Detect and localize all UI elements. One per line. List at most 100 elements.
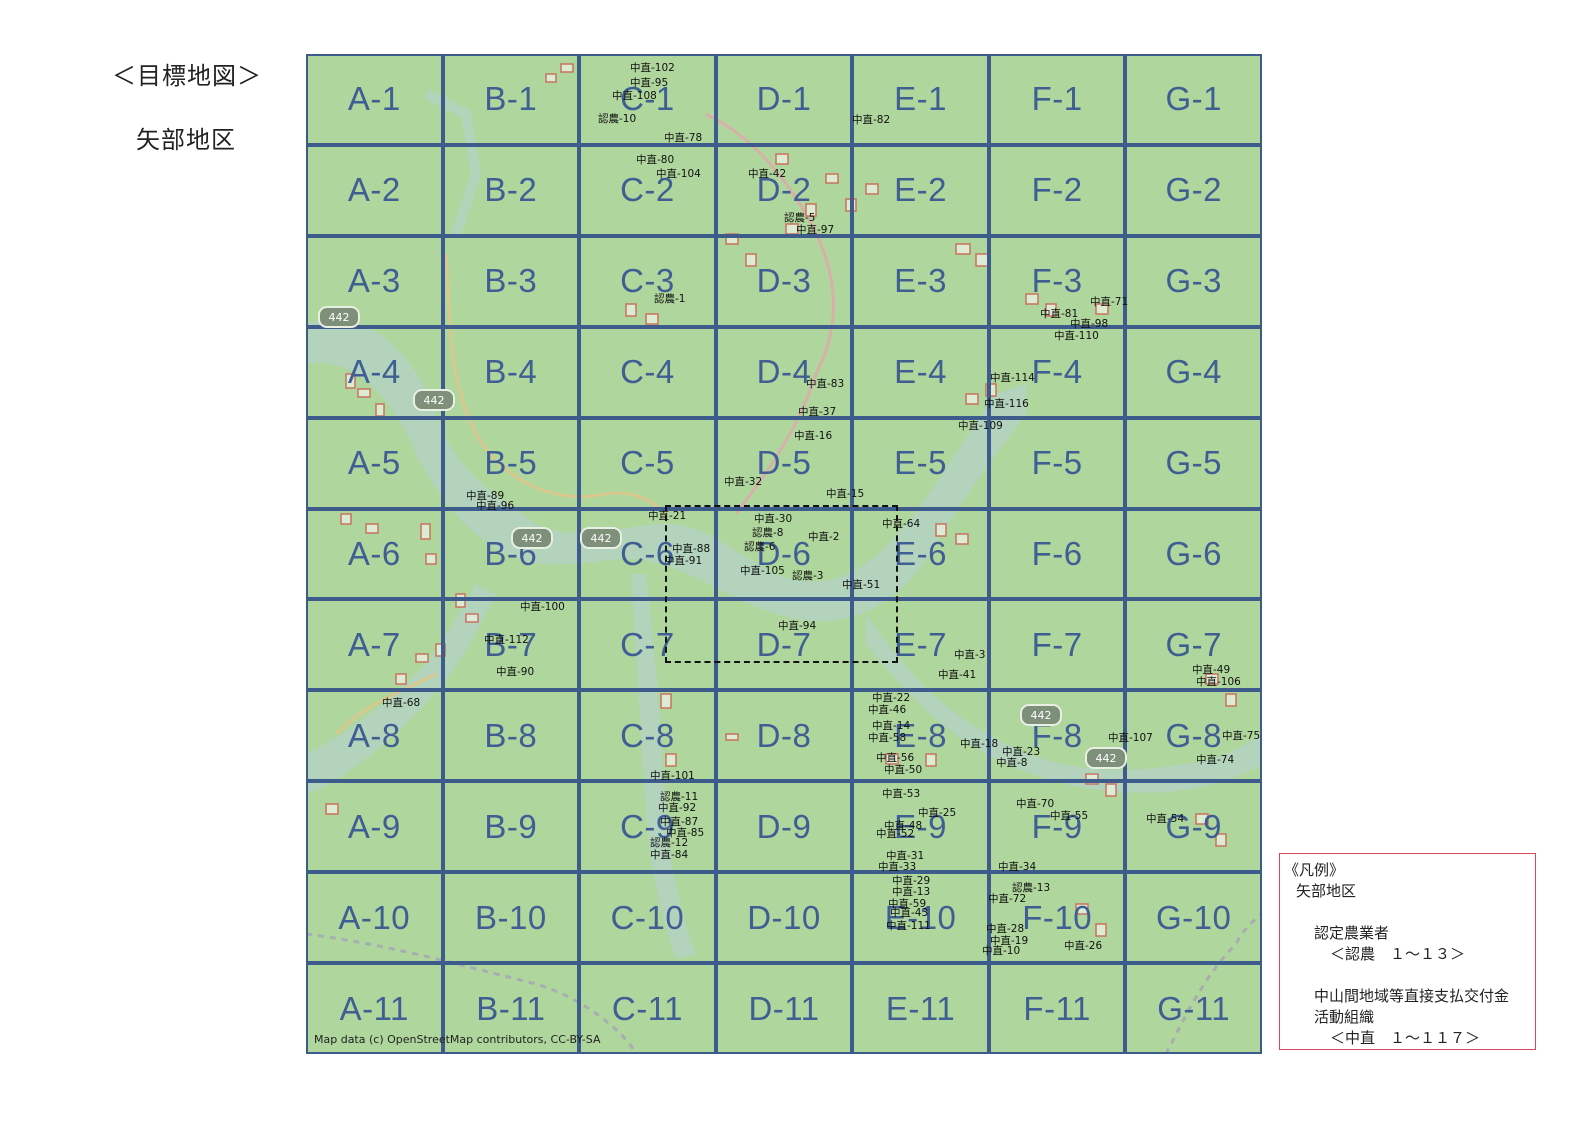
grid-cell[interactable]: E-1 bbox=[852, 54, 989, 145]
grid-cell[interactable]: A-11 bbox=[306, 963, 443, 1054]
grid-cell[interactable]: E-5 bbox=[852, 417, 989, 509]
grid-cell[interactable]: E-8 bbox=[852, 690, 989, 782]
map-annotation: 中直-84 bbox=[650, 849, 689, 861]
grid-cell[interactable]: B-6 bbox=[442, 508, 580, 600]
map-annotation: 中直-102 bbox=[630, 62, 675, 74]
grid-cell-label: E-10 bbox=[884, 898, 957, 936]
grid-cell[interactable]: E-3 bbox=[852, 235, 989, 327]
grid-cell[interactable]: F-2 bbox=[988, 144, 1126, 236]
grid-cell[interactable]: D-11 bbox=[715, 963, 853, 1054]
road-442-badge: 442 bbox=[511, 527, 553, 549]
grid-cell[interactable]: A-5 bbox=[306, 417, 443, 509]
grid-cell[interactable]: E-9 bbox=[852, 781, 989, 873]
grid-cell[interactable]: G-6 bbox=[1125, 508, 1262, 600]
map-annotation: 中直-94 bbox=[778, 620, 817, 632]
grid-cell[interactable]: G-1 bbox=[1125, 54, 1262, 145]
grid-cell[interactable]: F-11 bbox=[988, 963, 1126, 1054]
grid-cell[interactable]: B-1 bbox=[442, 54, 580, 145]
grid-cell[interactable]: E-2 bbox=[852, 144, 989, 236]
grid-cell[interactable]: F-5 bbox=[988, 417, 1126, 509]
grid-cell-label: G-5 bbox=[1165, 444, 1222, 482]
grid-cell[interactable]: E-6 bbox=[852, 508, 989, 600]
grid-cell[interactable]: E-11 bbox=[852, 963, 989, 1054]
grid-cell[interactable]: B-2 bbox=[442, 144, 580, 236]
grid-cell[interactable]: C-11 bbox=[579, 963, 716, 1054]
grid-cell[interactable]: B-4 bbox=[442, 326, 580, 418]
map-annotation: 中直-10 bbox=[982, 945, 1021, 957]
grid-cell[interactable]: F-6 bbox=[988, 508, 1126, 600]
grid-cell[interactable]: C-1 bbox=[579, 54, 716, 145]
grid-cell[interactable]: B-3 bbox=[442, 235, 580, 327]
map-annotation: 中直-13 bbox=[892, 886, 931, 898]
grid-cell[interactable]: C-9 bbox=[579, 781, 716, 873]
map-annotation: 中直-18 bbox=[960, 738, 999, 750]
grid-cell[interactable]: G-11 bbox=[1125, 963, 1262, 1054]
grid-cell[interactable]: D-8 bbox=[715, 690, 853, 782]
grid-cell[interactable]: D-5 bbox=[715, 417, 853, 509]
grid-cell[interactable]: A-1 bbox=[306, 54, 443, 145]
grid-cell[interactable]: B-5 bbox=[442, 417, 580, 509]
grid-cell[interactable]: G-4 bbox=[1125, 326, 1262, 418]
grid-cell-label: E-11 bbox=[885, 989, 956, 1027]
grid-cell[interactable]: G-9 bbox=[1125, 781, 1262, 873]
map-annotation: 中直-8 bbox=[996, 757, 1028, 769]
grid-cell[interactable]: C-2 bbox=[579, 144, 716, 236]
grid-cell[interactable]: F-4 bbox=[988, 326, 1126, 418]
grid-cell[interactable]: G-7 bbox=[1125, 599, 1262, 691]
grid-cell[interactable]: G-10 bbox=[1125, 872, 1262, 964]
grid-cell[interactable]: D-6 bbox=[715, 508, 853, 600]
grid-cell[interactable]: G-5 bbox=[1125, 417, 1262, 509]
grid-cell[interactable]: A-2 bbox=[306, 144, 443, 236]
grid-cell-label: A-6 bbox=[347, 534, 401, 572]
grid-cell[interactable]: F-9 bbox=[988, 781, 1126, 873]
grid-cell[interactable]: G-2 bbox=[1125, 144, 1262, 236]
map-annotation: 中直-54 bbox=[1146, 813, 1185, 825]
legend-group2-name: 中山間地域等直接支払交付金 bbox=[1314, 987, 1510, 1005]
grid-cell[interactable]: G-8 bbox=[1125, 690, 1262, 782]
grid-cell-label: B-3 bbox=[484, 262, 538, 300]
grid-cell[interactable]: A-9 bbox=[306, 781, 443, 873]
grid-cell[interactable]: C-3 bbox=[579, 235, 716, 327]
map-annotation: 中直-70 bbox=[1016, 798, 1055, 810]
target-map[interactable]: A-1 B-1 C-1 D-1 E-1 F-1 G-1 A-2 B-2 C-2 … bbox=[306, 54, 1262, 1054]
grid-cell[interactable]: D-10 bbox=[715, 872, 853, 964]
grid-cell[interactable]: D-9 bbox=[715, 781, 853, 873]
grid-cell[interactable]: F-10 bbox=[988, 872, 1126, 964]
grid-cell[interactable]: F-3 bbox=[988, 235, 1126, 327]
grid-cell[interactable]: A-6 bbox=[306, 508, 443, 600]
grid-cell[interactable]: D-7 bbox=[715, 599, 853, 691]
map-annotation: 中直-68 bbox=[382, 697, 421, 709]
map-annotation: 中直-25 bbox=[918, 807, 957, 819]
grid-cell[interactable]: C-10 bbox=[579, 872, 716, 964]
grid-cell[interactable]: G-3 bbox=[1125, 235, 1262, 327]
map-annotation: 中直-3 bbox=[954, 649, 986, 661]
grid-cell[interactable]: C-5 bbox=[579, 417, 716, 509]
map-annotation: 中直-19 bbox=[990, 935, 1029, 947]
grid-cell[interactable]: B-10 bbox=[442, 872, 580, 964]
map-annotation: 中直-101 bbox=[650, 770, 695, 782]
grid-cell[interactable]: E-4 bbox=[852, 326, 989, 418]
grid-cell[interactable]: C-4 bbox=[579, 326, 716, 418]
grid-cell-label: F-2 bbox=[1031, 171, 1083, 209]
grid-cell[interactable]: E-7 bbox=[852, 599, 989, 691]
grid-cell[interactable]: D-3 bbox=[715, 235, 853, 327]
map-annotation: 認農-5 bbox=[784, 212, 816, 224]
grid-cell[interactable]: F-7 bbox=[988, 599, 1126, 691]
grid-cell-label: D-7 bbox=[756, 625, 812, 663]
grid-cell[interactable]: D-2 bbox=[715, 144, 853, 236]
grid-cell-label: A-5 bbox=[347, 444, 401, 482]
grid-cell[interactable]: A-7 bbox=[306, 599, 443, 691]
grid-cell-label: F-4 bbox=[1031, 353, 1083, 391]
grid-cell[interactable]: B-9 bbox=[442, 781, 580, 873]
grid-cell[interactable]: F-1 bbox=[988, 54, 1126, 145]
legend-group2-name-cont: 活動組織 bbox=[1314, 1008, 1375, 1026]
grid-cell[interactable]: A-10 bbox=[306, 872, 443, 964]
grid-cell[interactable]: C-8 bbox=[579, 690, 716, 782]
grid-cell[interactable]: B-7 bbox=[442, 599, 580, 691]
grid-cell[interactable]: D-4 bbox=[715, 326, 853, 418]
grid-cell[interactable]: B-11 bbox=[442, 963, 580, 1054]
grid-cell[interactable]: E-10 bbox=[852, 872, 989, 964]
grid-cell[interactable]: B-8 bbox=[442, 690, 580, 782]
grid-cell[interactable]: D-1 bbox=[715, 54, 853, 145]
grid-cell[interactable]: A-8 bbox=[306, 690, 443, 782]
